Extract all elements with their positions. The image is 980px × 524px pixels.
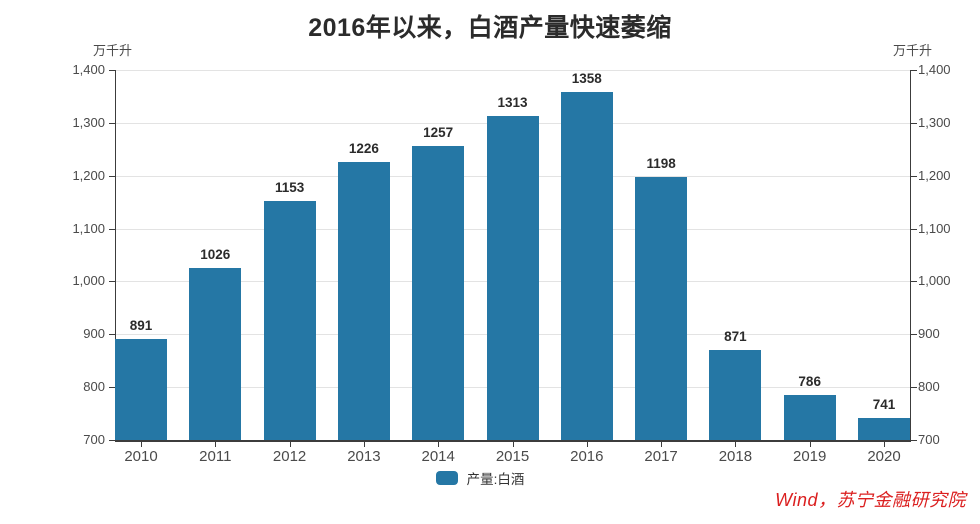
y-axis-tick-left xyxy=(109,228,115,230)
y-axis-label-left: 700 xyxy=(83,432,105,447)
x-axis-line xyxy=(115,440,911,442)
chart-legend: 产量:白酒 xyxy=(0,468,960,488)
bar-2010 xyxy=(115,339,167,440)
chart-title: 2016年以来，白酒产量快速萎缩 xyxy=(308,14,672,42)
x-axis-tick xyxy=(289,442,291,447)
x-axis-label: 2018 xyxy=(718,448,753,465)
bar-2018 xyxy=(709,349,762,440)
y-axis-label-right: 1,300 xyxy=(918,114,951,130)
bar-2019 xyxy=(783,394,836,440)
x-axis-tick xyxy=(363,442,365,447)
x-axis-label: 2013 xyxy=(347,448,381,465)
source-attribution: Wind，苏宁金融研究院 xyxy=(775,490,966,510)
y-axis-tick-left xyxy=(109,334,115,336)
gridline xyxy=(115,70,910,71)
bar-2017 xyxy=(635,176,688,440)
y-axis-line-right xyxy=(910,70,911,440)
bar-value-label: 786 xyxy=(798,373,821,389)
y-axis-tick-right xyxy=(910,281,917,283)
y-axis-label-left: 800 xyxy=(83,379,105,395)
bar-value-label: 871 xyxy=(724,328,747,344)
y-axis-tick-left xyxy=(109,440,115,441)
bar-value-label: 891 xyxy=(129,318,153,334)
bar-value-label: 1153 xyxy=(274,179,305,195)
y-axis-tick-right xyxy=(910,440,917,441)
bar-value-label: 1313 xyxy=(497,94,528,110)
legend-label: 产量:白酒 xyxy=(466,472,525,487)
y-axis-label-right: 1,400 xyxy=(918,62,951,77)
y-axis-unit-right: 万千升 xyxy=(893,43,933,58)
bar-value-label: 1257 xyxy=(423,124,454,140)
y-axis-label-left: 900 xyxy=(83,326,105,342)
y-axis-label-left: 1,000 xyxy=(72,273,105,289)
y-axis-tick-right xyxy=(910,228,917,230)
y-axis-tick-left xyxy=(109,281,115,283)
bar-2011 xyxy=(189,267,242,440)
y-axis-tick-right xyxy=(910,334,917,336)
x-axis-tick xyxy=(661,442,663,447)
x-axis-label: 2011 xyxy=(199,448,232,465)
bar-value-label: 741 xyxy=(872,397,896,413)
x-axis-label: 2017 xyxy=(644,448,678,465)
bar-2012 xyxy=(263,200,316,440)
bar-2015 xyxy=(486,115,539,440)
y-axis-label-right: 800 xyxy=(918,379,940,395)
x-axis-tick xyxy=(512,442,514,447)
x-axis-label: 2014 xyxy=(421,448,455,465)
x-axis-label: 2020 xyxy=(867,448,901,465)
x-axis-label: 2019 xyxy=(793,448,827,465)
bar-2014 xyxy=(412,145,465,440)
x-axis-tick xyxy=(438,442,440,447)
bar-value-label: 1026 xyxy=(200,246,231,262)
bar-2020 xyxy=(858,418,910,440)
y-axis-label-left: 1,300 xyxy=(72,114,105,130)
bar-2013 xyxy=(337,161,390,440)
y-axis-label-right: 1,000 xyxy=(918,273,951,289)
y-axis-unit-left: 万千升 xyxy=(93,43,133,58)
legend-item-baijiu[interactable]: 产量:白酒 xyxy=(435,468,525,488)
y-axis-label-right: 1,200 xyxy=(918,167,951,183)
x-axis-tick xyxy=(586,442,588,447)
y-axis-tick-right xyxy=(910,175,917,177)
y-axis-label-right: 700 xyxy=(918,432,940,447)
y-axis-tick-left xyxy=(109,70,115,71)
y-axis-label-left: 1,200 xyxy=(72,167,105,183)
x-axis-label: 2012 xyxy=(272,448,307,465)
x-axis-label: 2016 xyxy=(570,448,604,465)
y-axis-label-right: 1,100 xyxy=(918,220,951,236)
y-axis-tick-left xyxy=(109,122,115,124)
bar-value-label: 1198 xyxy=(646,155,676,171)
legend-swatch xyxy=(435,471,458,485)
bar-value-label: 1226 xyxy=(348,140,379,156)
y-axis-label-right: 900 xyxy=(918,326,940,342)
y-axis-label-left: 1,100 xyxy=(72,220,105,236)
y-axis-line-left xyxy=(115,70,116,440)
y-axis-tick-left xyxy=(109,387,115,389)
y-axis-tick-right xyxy=(910,122,917,124)
x-axis-label: 2015 xyxy=(495,448,530,465)
x-axis-tick xyxy=(809,442,811,447)
y-axis-tick-left xyxy=(109,175,115,177)
x-axis-tick xyxy=(215,442,217,447)
bar-2016 xyxy=(560,92,613,440)
y-axis-tick-right xyxy=(910,70,917,71)
x-axis-tick xyxy=(884,442,885,447)
x-axis-tick xyxy=(141,442,142,447)
x-axis-tick xyxy=(735,442,737,447)
y-axis-tick-right xyxy=(910,387,917,389)
x-axis-label: 2010 xyxy=(124,448,158,465)
y-axis-label-left: 1,400 xyxy=(72,62,105,77)
bar-value-label: 1358 xyxy=(571,71,602,87)
